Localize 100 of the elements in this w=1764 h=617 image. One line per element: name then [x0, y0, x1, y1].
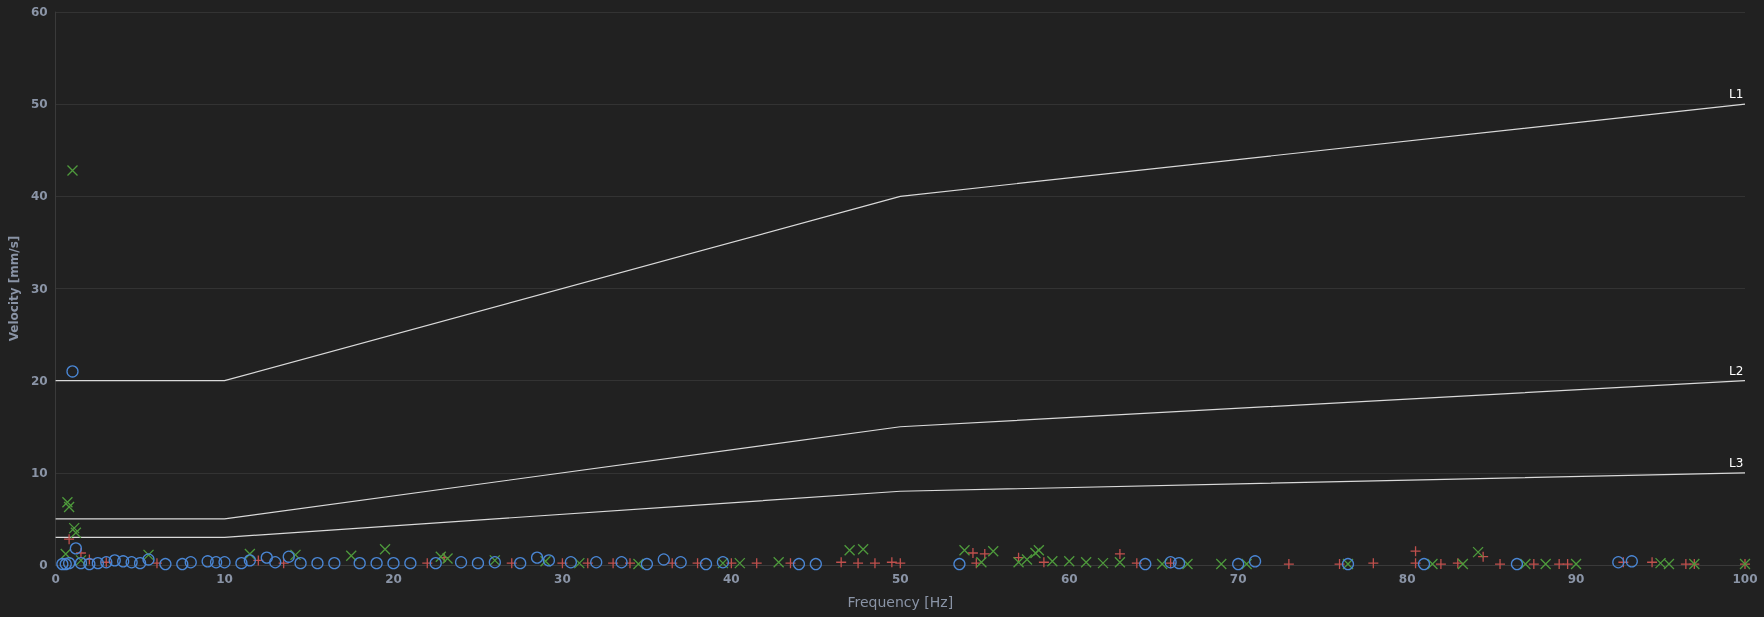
- point: [1561, 558, 1574, 570]
- x-tick-label: 20: [385, 572, 402, 586]
- point: [1540, 558, 1552, 570]
- point: [1012, 551, 1025, 564]
- point: [1333, 558, 1346, 570]
- point: [1646, 556, 1658, 568]
- point: [66, 365, 79, 378]
- point: [1426, 558, 1439, 570]
- point: [1417, 557, 1431, 571]
- point: [1080, 556, 1092, 568]
- point: [1181, 558, 1194, 570]
- point: [514, 557, 527, 570]
- point: [278, 557, 290, 569]
- point: [1510, 557, 1524, 571]
- point: [564, 556, 578, 569]
- point: [282, 550, 295, 563]
- x-tick-label: 50: [891, 572, 909, 586]
- point: [699, 557, 713, 571]
- point: [201, 555, 214, 568]
- point: [691, 557, 704, 569]
- point: [542, 554, 556, 567]
- point: [1528, 558, 1540, 570]
- point: [1156, 558, 1168, 570]
- point: [1283, 558, 1295, 570]
- point: [852, 557, 864, 569]
- point: [725, 557, 738, 569]
- point: [387, 557, 400, 570]
- point: [987, 545, 999, 557]
- point: [869, 557, 881, 569]
- point: [289, 549, 302, 561]
- point: [1046, 555, 1058, 567]
- y-tick-label: 30: [30, 281, 48, 296]
- point: [1367, 557, 1379, 569]
- point: [70, 527, 82, 539]
- point: [235, 557, 248, 570]
- point: [615, 556, 628, 569]
- point: [958, 544, 971, 556]
- point: [62, 557, 76, 570]
- point: [269, 556, 282, 569]
- point: [1654, 557, 1667, 569]
- point: [1570, 558, 1582, 570]
- point: [590, 556, 603, 569]
- y-tick-label: 10: [30, 465, 48, 480]
- point: [421, 557, 433, 569]
- point: [125, 556, 138, 569]
- point: [886, 556, 898, 568]
- point: [91, 557, 104, 570]
- y-tick-label: 60: [30, 5, 48, 19]
- point: [1435, 558, 1447, 570]
- point: [674, 556, 687, 569]
- point: [311, 557, 324, 570]
- point: [370, 557, 383, 570]
- point: [66, 164, 79, 177]
- point: [159, 557, 172, 571]
- point: [1240, 558, 1253, 570]
- point: [60, 548, 72, 560]
- x-tick-label: 90: [1567, 572, 1585, 586]
- point: [657, 553, 670, 566]
- point: [75, 547, 87, 559]
- point: [1139, 557, 1152, 571]
- point: [1063, 555, 1075, 567]
- point: [967, 547, 979, 559]
- x-tick-label: 40: [723, 572, 740, 586]
- point: [142, 553, 155, 566]
- point: [1519, 558, 1532, 570]
- x-tick-label: 10: [216, 572, 233, 586]
- point: [1172, 557, 1186, 570]
- point: [209, 556, 223, 569]
- point: [1409, 557, 1422, 569]
- point: [857, 543, 869, 555]
- point: [751, 557, 763, 569]
- series-label: L3: [1729, 455, 1744, 470]
- x-axis-title: Frequency [Hz]: [847, 594, 954, 610]
- point: [151, 557, 163, 569]
- point: [353, 557, 366, 570]
- y-tick-label: 40: [30, 189, 48, 204]
- point: [1029, 547, 1042, 559]
- point: [61, 496, 74, 508]
- point: [835, 556, 847, 568]
- point: [1232, 557, 1245, 571]
- point: [404, 557, 417, 570]
- point: [328, 557, 341, 570]
- point: [142, 549, 155, 561]
- point: [471, 557, 485, 570]
- x-tick-label: 80: [1398, 572, 1416, 586]
- point: [1680, 558, 1692, 570]
- point: [244, 548, 256, 560]
- y-tick-label: 50: [30, 97, 48, 112]
- point: [1663, 558, 1675, 570]
- series-label: L1: [1729, 87, 1744, 102]
- point: [68, 522, 80, 534]
- point: [640, 557, 654, 571]
- point: [894, 557, 906, 569]
- point: [260, 551, 273, 564]
- point: [975, 556, 988, 568]
- point: [1553, 558, 1565, 570]
- point: [1625, 555, 1638, 568]
- point: [809, 557, 822, 571]
- point: [1114, 556, 1126, 568]
- point: [556, 557, 569, 569]
